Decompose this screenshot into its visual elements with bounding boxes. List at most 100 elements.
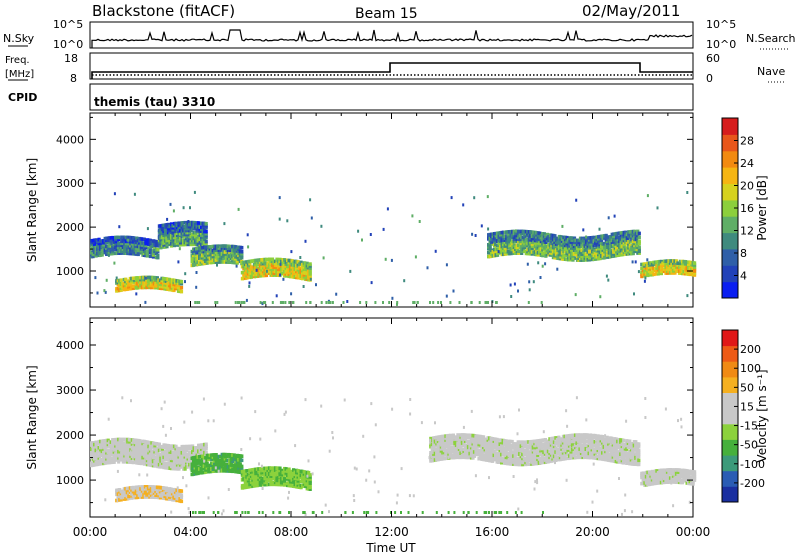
data-cell — [572, 236, 577, 241]
data-cell — [525, 460, 529, 465]
data-cell — [172, 452, 177, 457]
data-cell — [469, 435, 474, 440]
data-cell — [637, 241, 641, 246]
data-cell — [204, 226, 208, 230]
data-cell — [517, 243, 521, 247]
data-cell — [631, 245, 635, 250]
colorbar-tick-label: 28 — [740, 135, 754, 148]
data-cell — [139, 245, 143, 249]
data-cell — [204, 450, 208, 455]
data-cell — [169, 244, 174, 248]
data-cell — [129, 458, 133, 462]
data-cell — [219, 248, 223, 252]
data-cell-sparse — [245, 298, 248, 302]
data-cell-sparse — [434, 249, 437, 253]
data-cell — [512, 249, 516, 254]
data-cell-sparse — [184, 272, 187, 276]
data-cell — [139, 445, 143, 449]
data-cell — [637, 249, 641, 253]
data-cell — [148, 279, 152, 284]
data-cell-sparse — [541, 264, 544, 268]
data-cell — [137, 281, 141, 286]
data-cell-near — [396, 301, 399, 304]
data-cell-sparse — [462, 203, 465, 207]
data-cell — [530, 238, 534, 242]
data-cell — [292, 468, 296, 472]
data-cell — [124, 245, 128, 250]
nsky-left-top: 10^5 — [53, 18, 83, 31]
data-cell — [522, 456, 526, 461]
data-cell — [463, 447, 468, 452]
data-cell — [118, 443, 122, 448]
data-cell — [105, 444, 109, 449]
data-cell — [122, 495, 126, 499]
data-cell — [676, 267, 680, 271]
data-cell — [637, 245, 641, 249]
data-cell — [196, 469, 200, 473]
data-cell-near — [305, 301, 308, 304]
data-cell — [269, 468, 273, 472]
data-cell — [171, 230, 175, 234]
data-cell — [577, 248, 581, 253]
station-title: Blackstone (fitACF) — [92, 2, 235, 20]
colorbar-tick-label: 20 — [740, 180, 754, 193]
data-cell-near — [288, 301, 291, 304]
data-cell — [150, 451, 154, 455]
data-cell — [166, 444, 171, 448]
data-cell — [457, 449, 461, 453]
data-cell — [633, 229, 637, 234]
data-cell — [267, 269, 272, 273]
data-cell — [201, 225, 205, 230]
freq-panel-frame — [89, 52, 694, 80]
data-cell-sparse — [166, 217, 169, 221]
data-cell — [267, 470, 272, 474]
data-cell — [581, 246, 586, 250]
data-cell — [448, 433, 452, 438]
data-cell — [298, 266, 302, 270]
data-cell — [659, 259, 663, 264]
data-cell — [521, 440, 525, 444]
data-cell — [106, 458, 110, 463]
data-cell — [228, 455, 232, 459]
data-cell-sparse — [572, 238, 575, 242]
data-cell — [154, 493, 158, 497]
data-cell-near — [331, 301, 334, 304]
nave-right-bottom: 0 — [706, 72, 713, 85]
data-cell — [124, 249, 128, 253]
data-cell — [189, 452, 193, 457]
data-cell — [278, 257, 282, 262]
data-cell-sparse — [278, 196, 281, 200]
data-cell — [183, 450, 187, 455]
data-cell — [509, 249, 513, 254]
data-cell — [139, 495, 143, 499]
data-cell — [504, 439, 508, 443]
data-cell-near — [359, 301, 362, 304]
data-cell — [158, 489, 162, 494]
data-cell — [676, 263, 680, 267]
data-cell — [123, 237, 127, 242]
data-cell-sparse — [480, 224, 483, 228]
data-cell — [139, 461, 143, 466]
data-cell — [539, 461, 543, 465]
data-cell — [519, 444, 523, 448]
data-cell — [192, 226, 196, 231]
data-cell — [150, 449, 154, 453]
data-cell — [205, 461, 209, 466]
data-cell — [155, 276, 159, 280]
data-cell — [140, 491, 144, 495]
data-cell — [278, 472, 282, 477]
data-cell — [671, 265, 676, 269]
data-cell-near — [458, 301, 461, 304]
data-cell — [139, 249, 143, 253]
data-cell — [693, 271, 697, 275]
data-cell-near — [238, 301, 240, 304]
colorbar-tick-label: 4 — [740, 270, 747, 283]
data-cell-sparse — [216, 263, 218, 267]
data-cell — [139, 455, 143, 460]
colorbar-segment — [722, 183, 738, 201]
data-cell — [521, 239, 525, 244]
data-cell — [429, 440, 433, 445]
data-cell — [175, 463, 180, 467]
data-cell — [664, 263, 668, 267]
data-cell-near — [234, 301, 237, 304]
